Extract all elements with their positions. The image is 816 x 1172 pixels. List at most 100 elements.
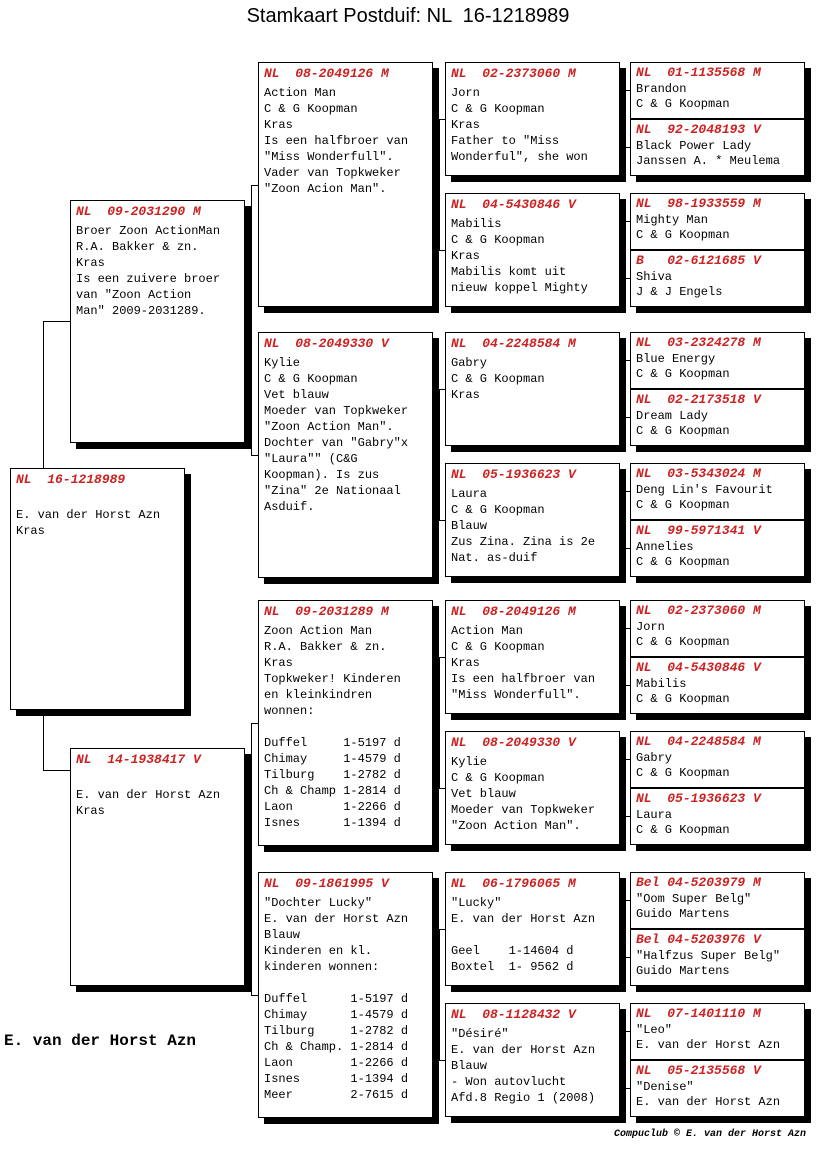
- connector-line: [433, 455, 440, 456]
- connector-line: [251, 455, 259, 456]
- connector-line: [620, 250, 626, 251]
- pedigree-box-p3a: NL 03-2324278 M Blue Energy C & G Koopman: [630, 332, 805, 389]
- connector-line: [439, 657, 446, 658]
- connector-line: [625, 628, 631, 629]
- box-notes: Action Man C & G Koopman Kras Is een hal…: [451, 624, 596, 702]
- pedigree-box-gp3: NL 09-2031289 M Zoon Action Man R.A. Bakk…: [258, 600, 433, 846]
- box-notes: Dream Lady C & G Koopman: [636, 409, 730, 438]
- pedigree-box-gp1: NL 08-2049126 M Action Man C & G Koopman …: [258, 62, 433, 307]
- ring-number: Bel 04-5203976 V: [636, 932, 761, 947]
- connector-line: [439, 520, 446, 521]
- connector-line: [43, 770, 71, 771]
- connector-line: [251, 723, 252, 996]
- box-notes: "Oom Super Belg" Guido Martens: [636, 892, 752, 921]
- connector-line: [625, 759, 631, 760]
- ring-number: NL 05-1936623 V: [636, 791, 761, 806]
- pedigree-box-p2b: B 02-6121685 V Shiva J & J Engels: [630, 250, 805, 307]
- box-notes: Kylie C & G Koopman Vet blauw Moeder van…: [264, 356, 409, 514]
- box-notes: "Lucky" E. van der Horst Azn Geel 1-1460…: [451, 896, 596, 974]
- pedigree-box-ggp2: NL 04-5430846 V Mabilis C & G Koopman Kra…: [445, 193, 620, 307]
- connector-line: [620, 119, 626, 120]
- ring-number: NL 09-1861995 V: [264, 876, 389, 891]
- connector-line: [625, 491, 631, 492]
- pedigree-box-p8a: NL 07-1401110 M "Leo" E. van der Horst Az…: [630, 1003, 805, 1060]
- ring-number: NL 14-1938417 V: [76, 752, 201, 767]
- ring-number: B 02-6121685 V: [636, 253, 761, 268]
- connector-line: [625, 221, 626, 279]
- connector-line: [625, 147, 631, 148]
- connector-line: [439, 929, 446, 930]
- ring-number: NL 04-2248584 M: [636, 734, 761, 749]
- ring-number: NL 05-1936623 V: [451, 467, 576, 482]
- ring-number: Bel 04-5203979 M: [636, 875, 761, 890]
- box-notes: "Désiré" E. van der Horst Azn Blauw - Wo…: [451, 1027, 596, 1105]
- pedigree-box-ggp6: NL 08-2049330 V Kylie C & G Koopman Vet b…: [445, 731, 620, 845]
- pedigree-box-gp4: NL 09-1861995 V "Dochter Lucky" E. van de…: [258, 872, 433, 1118]
- connector-line: [433, 185, 440, 186]
- connector-line: [439, 119, 446, 120]
- ring-number: NL 02-2373060 M: [451, 66, 576, 81]
- ring-number: NL 05-2135568 V: [636, 1063, 761, 1078]
- connector-line: [620, 788, 626, 789]
- connector-line: [245, 867, 252, 868]
- connector-line: [439, 929, 440, 1061]
- ring-number: NL 02-2173518 V: [636, 392, 761, 407]
- connector-line: [251, 185, 259, 186]
- ring-number: NL 99-5971341 V: [636, 523, 761, 538]
- pedigree-box-ggp3: NL 04-2248584 M Gabry C & G Koopman Kras: [445, 332, 620, 446]
- ring-number: NL 07-1401110 M: [636, 1006, 761, 1021]
- connector-line: [625, 1031, 631, 1032]
- pedigree-box-subject: NL 16-1218989 E. van der Horst Azn Kras: [10, 468, 185, 710]
- ring-number: NL 04-5430846 V: [636, 660, 761, 675]
- ring-number: NL 04-5430846 V: [451, 197, 576, 212]
- box-notes: Mabilis C & G Koopman Kras Mabilis komt …: [451, 217, 588, 295]
- box-notes: E. van der Horst Azn Kras: [16, 508, 161, 538]
- pedigree-box-p7b: Bel 04-5203976 V "Halfzus Super Belg" Gui…: [630, 929, 805, 986]
- connector-line: [620, 657, 626, 658]
- ring-number: NL 04-2248584 M: [451, 336, 576, 351]
- connector-line: [625, 900, 631, 901]
- ring-number: NL 01-1135568 M: [636, 65, 761, 80]
- box-notes: Laura C & G Koopman Blauw Zus Zina. Zina…: [451, 487, 596, 565]
- ring-number: NL 98-1933559 M: [636, 196, 761, 211]
- pedigree-box-p8b: NL 05-2135568 V "Denise" E. van der Horst…: [630, 1060, 805, 1117]
- connector-line: [439, 389, 446, 390]
- ring-number: NL 03-2324278 M: [636, 335, 761, 350]
- box-notes: Laura C & G Koopman: [636, 808, 730, 837]
- connector-line: [625, 90, 626, 148]
- connector-line: [620, 929, 626, 930]
- connector-line: [625, 1088, 631, 1089]
- connector-line: [245, 321, 252, 322]
- box-notes: "Denise" E. van der Horst Azn: [636, 1080, 781, 1109]
- connector-line: [625, 1031, 626, 1089]
- box-notes: Jorn C & G Koopman: [636, 620, 730, 649]
- ring-number: NL 09-2031289 M: [264, 604, 389, 619]
- connector-line: [625, 360, 626, 418]
- connector-line: [625, 417, 631, 418]
- pedigree-box-ggp7: NL 06-1796065 M "Lucky" E. van der Horst …: [445, 872, 620, 986]
- pedigree-box-ggp1: NL 02-2373060 M Jorn C & G Koopman Kras F…: [445, 62, 620, 176]
- connector-line: [625, 900, 626, 958]
- ring-number: NL 08-2049330 V: [264, 336, 389, 351]
- box-notes: "Dochter Lucky" E. van der Horst Azn Bla…: [264, 896, 409, 1102]
- ring-number: NL 08-2049126 M: [264, 66, 389, 81]
- box-notes: Broer Zoon ActionMan R.A. Bakker & zn. K…: [76, 224, 221, 318]
- connector-line: [620, 520, 626, 521]
- pedigree-box-ggp4: NL 05-1936623 V Laura C & G Koopman Blauw…: [445, 463, 620, 577]
- pedigree-box-mother: NL 14-1938417 V E. van der Horst Azn Kra…: [70, 748, 245, 986]
- connector-line: [625, 221, 631, 222]
- ring-number: NL 16-1218989: [16, 472, 126, 487]
- pedigree-box-p1b: NL 92-2048193 V Black Power Lady Janssen …: [630, 119, 805, 176]
- box-notes: Deng Lin's Favourit C & G Koopman: [636, 483, 773, 512]
- connector-line: [625, 628, 626, 686]
- connector-line: [625, 759, 626, 817]
- box-notes: Shiva J & J Engels: [636, 270, 723, 299]
- pedigree-box-p1a: NL 01-1135568 M Brandon C & G Koopman: [630, 62, 805, 119]
- ring-number: NL 08-2049330 V: [451, 735, 576, 750]
- pedigree-box-p5b: NL 04-5430846 V Mabilis C & G Koopman: [630, 657, 805, 714]
- box-notes: Mighty Man C & G Koopman: [636, 213, 730, 242]
- box-notes: Gabry C & G Koopman: [636, 751, 730, 780]
- connector-line: [251, 723, 259, 724]
- box-notes: E. van der Horst Azn Kras: [76, 788, 221, 818]
